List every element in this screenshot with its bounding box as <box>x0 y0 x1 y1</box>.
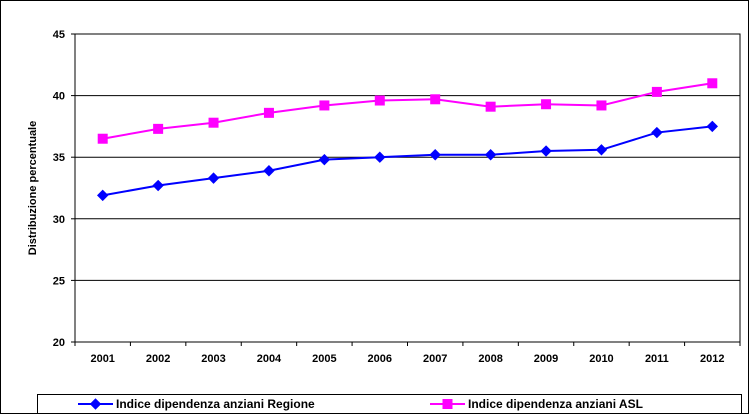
legend-marker <box>89 398 102 410</box>
x-tick-label: 2008 <box>478 353 502 365</box>
x-tick-label: 2006 <box>368 353 392 365</box>
data-point <box>207 172 220 184</box>
series-2 <box>97 78 718 144</box>
data-point <box>651 126 663 139</box>
data-point <box>596 100 607 111</box>
data-point <box>429 149 441 161</box>
data-point <box>374 151 386 163</box>
y-tick-label: 35 <box>53 152 65 164</box>
x-tick-label: 2009 <box>534 353 558 365</box>
data-point <box>595 144 608 156</box>
legend-label: Indice dipendenza anziani ASL <box>468 397 643 411</box>
y-axis-ticks: 20 25 30 35 40 45 <box>53 29 75 349</box>
x-tick-label: 2004 <box>257 353 282 365</box>
series-layer <box>97 78 718 202</box>
data-point <box>319 100 330 111</box>
data-point <box>485 101 496 112</box>
legend-item: Indice dipendenza anziani ASL <box>430 397 643 411</box>
data-point <box>707 78 718 89</box>
data-point <box>97 189 109 202</box>
data-point <box>263 107 274 118</box>
y-tick-label: 45 <box>53 29 65 41</box>
legend-label: Indice dipendenza anziani Regione <box>116 397 315 411</box>
y-tick-label: 30 <box>53 214 65 226</box>
data-point <box>208 117 219 128</box>
x-tick-label: 2005 <box>312 353 336 365</box>
data-point <box>541 99 552 110</box>
x-tick-label: 2010 <box>589 353 613 365</box>
data-point <box>153 123 164 134</box>
data-point <box>97 133 108 144</box>
x-axis-ticks: 2001 2002 2003 2004 2005 2006 2007 2008 2009 2010… <box>74 342 741 365</box>
data-point <box>540 145 552 157</box>
x-tick-label: 2002 <box>146 353 170 365</box>
x-tick-label: 2011 <box>645 353 669 365</box>
y-axis-title: Distribuzione percentuale <box>27 121 39 255</box>
x-tick-label: 2003 <box>201 353 225 365</box>
data-point <box>484 149 497 161</box>
legend-item: Indice dipendenza anziani Regione <box>78 397 315 411</box>
y-tick-label: 25 <box>53 275 65 287</box>
data-point <box>374 95 385 106</box>
series-line <box>102 82 713 140</box>
data-point <box>430 94 441 105</box>
data-point <box>651 86 662 97</box>
x-tick-label: 2012 <box>700 353 724 365</box>
legend: Indice dipendenza anziani Regione Indice … <box>37 394 742 414</box>
data-point <box>152 179 164 192</box>
y-tick-label: 40 <box>53 91 65 103</box>
series-line <box>102 125 713 197</box>
x-tick-label: 2007 <box>423 353 447 365</box>
x-tick-label: 2001 <box>90 353 114 365</box>
series-1 <box>97 120 718 202</box>
y-tick-label: 20 <box>53 337 65 349</box>
data-point <box>318 153 331 166</box>
data-point <box>263 165 275 177</box>
legend-marker <box>442 399 453 409</box>
data-point <box>706 120 718 133</box>
